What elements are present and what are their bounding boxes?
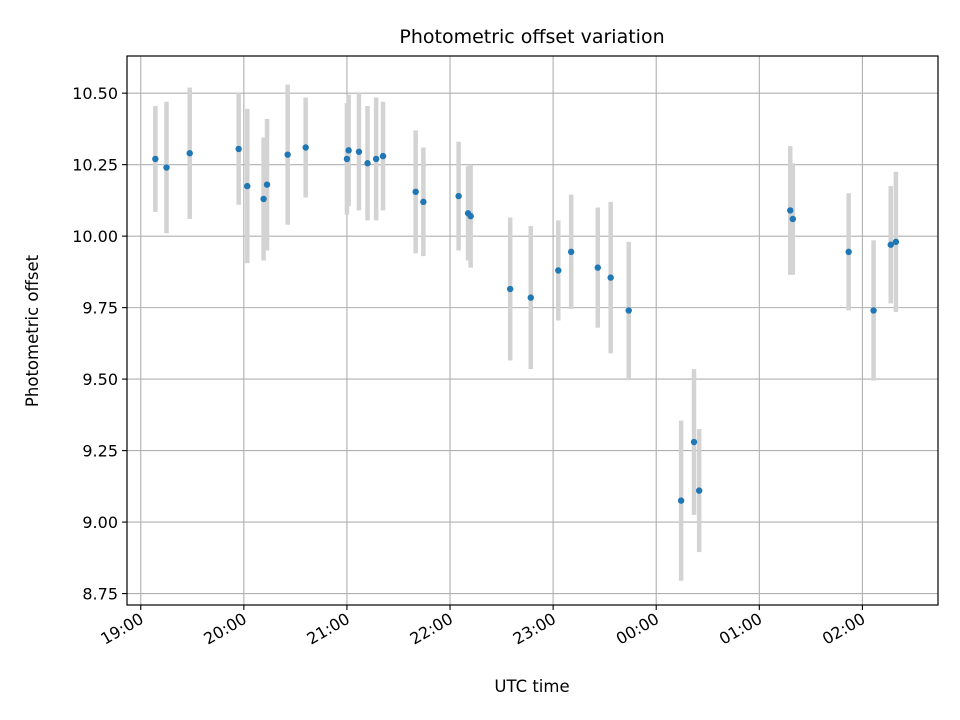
data-points [152, 144, 900, 504]
data-point [235, 145, 242, 153]
plot-frame [126, 55, 939, 606]
y-tick-label: 9.75 [82, 299, 118, 318]
data-point [695, 487, 703, 494]
data-point [379, 152, 387, 160]
y-tick-label: 8.75 [82, 585, 118, 604]
data-point [467, 212, 474, 220]
data-point [284, 151, 291, 158]
data-point [870, 307, 877, 314]
data-point [364, 160, 371, 167]
data-point [789, 215, 797, 223]
data-point [420, 198, 427, 206]
data-point [506, 285, 514, 293]
x-axis-label: UTC time [494, 677, 569, 696]
data-point [372, 155, 380, 163]
y-tick-label: 9.25 [82, 442, 118, 461]
data-point [355, 148, 363, 155]
data-point [302, 144, 309, 151]
data-point [887, 241, 894, 248]
y-axis: 8.75 9.00 9.25 9.50 9.75 10.00 10.25 10.50 [72, 84, 127, 604]
chart-title: Photometric offset variation [399, 26, 664, 48]
data-point [787, 207, 794, 214]
data-point [690, 438, 698, 446]
y-tick-label: 10.25 [72, 156, 118, 175]
y-axis-label: Photometric offset [23, 254, 42, 407]
y-tick-label: 9.00 [82, 513, 118, 532]
y-tick-label: 10.00 [72, 227, 118, 246]
data-point [677, 497, 685, 504]
data-point [845, 248, 852, 256]
data-point [594, 264, 601, 271]
data-point [567, 248, 575, 256]
data-point [343, 155, 351, 163]
y-tick-label: 10.50 [72, 84, 118, 103]
data-point [260, 195, 267, 203]
data-point [244, 182, 251, 190]
data-point [455, 192, 462, 200]
data-point [555, 267, 562, 274]
data-point [345, 147, 352, 154]
data-point [152, 155, 159, 163]
data-point [412, 188, 419, 196]
data-point [186, 150, 193, 157]
data-point [607, 274, 614, 281]
y-tick-label: 9.50 [82, 370, 118, 389]
data-point [163, 164, 170, 171]
data-point [527, 294, 534, 301]
data-point [625, 307, 632, 314]
data-point [892, 238, 900, 246]
data-point [263, 181, 271, 188]
